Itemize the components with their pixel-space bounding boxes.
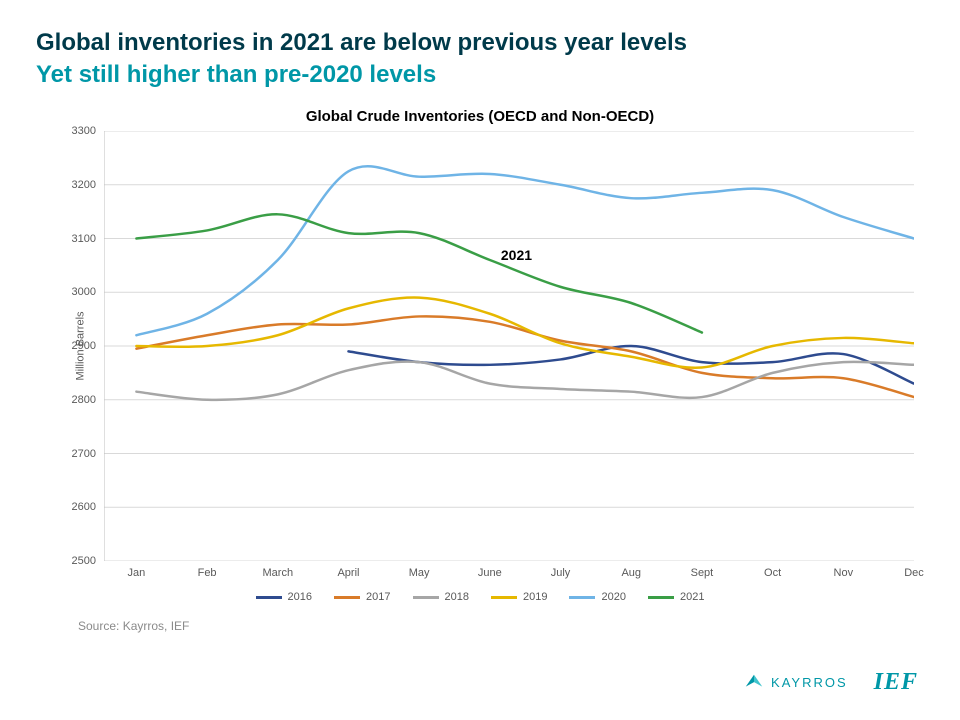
kayrros-logo-text: KAYRROS: [771, 675, 848, 690]
legend-label: 2016: [288, 591, 312, 603]
legend-item: 2017: [334, 591, 390, 603]
legend-label: 2018: [445, 591, 469, 603]
page-subtitle: Yet still higher than pre-2020 levels: [36, 60, 924, 90]
legend-swatch: [648, 596, 674, 599]
x-tick-label: Feb: [198, 567, 217, 579]
x-tick-label: Aug: [621, 567, 641, 579]
legend-item: 2020: [569, 591, 625, 603]
x-tick-label: Sept: [691, 567, 714, 579]
legend-swatch: [256, 596, 282, 599]
page-title: Global inventories in 2021 are below pre…: [36, 28, 924, 58]
y-tick-label: 2900: [72, 340, 96, 352]
chart-plot-area: Million Barrels 250026002700280029003000…: [104, 131, 914, 561]
legend-swatch: [334, 596, 360, 599]
logo-bar: KAYRROS IEF: [743, 669, 918, 696]
chart-svg: [104, 131, 914, 561]
y-tick-label: 2800: [72, 394, 96, 406]
legend-item: 2016: [256, 591, 312, 603]
x-tick-label: Jan: [128, 567, 146, 579]
legend-swatch: [569, 596, 595, 599]
y-tick-label: 3100: [72, 233, 96, 245]
kayrros-wing-icon: [743, 672, 765, 694]
legend-item: 2021: [648, 591, 704, 603]
y-tick-label: 3000: [72, 286, 96, 298]
x-tick-label: May: [409, 567, 430, 579]
legend-label: 2017: [366, 591, 390, 603]
y-tick-label: 3200: [72, 179, 96, 191]
x-tick-label: July: [551, 567, 571, 579]
legend-swatch: [413, 596, 439, 599]
legend-label: 2019: [523, 591, 547, 603]
x-tick-label: Nov: [834, 567, 854, 579]
legend-item: 2019: [491, 591, 547, 603]
x-tick-label: April: [337, 567, 359, 579]
legend-label: 2021: [680, 591, 704, 603]
chart-legend: 2016 2017 2018 2019 2020 2021: [36, 591, 924, 603]
x-tick-label: Oct: [764, 567, 781, 579]
x-tick-label: June: [478, 567, 502, 579]
chart-title: Global Crude Inventories (OECD and Non-O…: [36, 108, 924, 125]
series-2021: [136, 214, 702, 332]
legend-swatch: [491, 596, 517, 599]
legend-item: 2018: [413, 591, 469, 603]
x-tick-label: March: [263, 567, 294, 579]
legend-label: 2020: [601, 591, 625, 603]
chart-container: Global Crude Inventories (OECD and Non-O…: [36, 108, 924, 603]
y-tick-label: 2600: [72, 501, 96, 513]
ief-logo: IEF: [874, 669, 918, 696]
kayrros-logo: KAYRROS: [743, 672, 848, 694]
chart-source: Source: Kayrros, IEF: [78, 619, 924, 633]
y-tick-label: 3300: [72, 125, 96, 137]
x-tick-label: Dec: [904, 567, 924, 579]
chart-annotation: 2021: [501, 247, 532, 263]
y-tick-label: 2500: [72, 555, 96, 567]
series-2018: [136, 362, 914, 400]
y-tick-label: 2700: [72, 448, 96, 460]
